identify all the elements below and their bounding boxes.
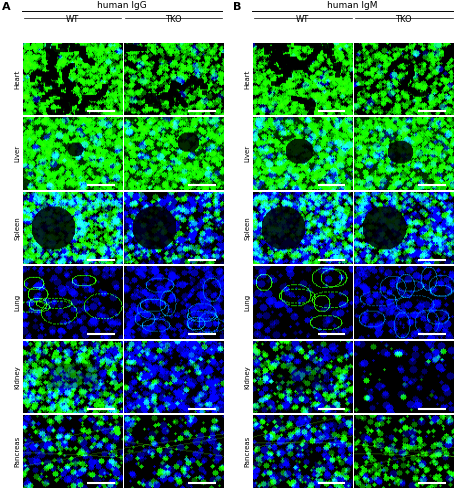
Text: Heart: Heart [245,69,251,89]
Text: human IgM: human IgM [327,1,378,10]
Text: Liver: Liver [15,145,20,162]
Text: B: B [232,2,241,12]
Text: Kidney: Kidney [15,365,20,389]
Text: TKO: TKO [395,15,412,24]
Text: WT: WT [66,15,79,24]
Text: Liver: Liver [245,145,251,162]
Text: Spleen: Spleen [15,216,20,240]
Text: Heart: Heart [15,69,20,89]
Text: Pancreas: Pancreas [245,436,251,467]
Text: A: A [2,2,11,12]
Text: Kidney: Kidney [245,365,251,389]
Text: Spleen: Spleen [245,216,251,240]
Text: TKO: TKO [165,15,182,24]
Text: Lung: Lung [245,294,251,311]
Text: human IgG: human IgG [97,1,147,10]
Text: WT: WT [296,15,309,24]
Text: Lung: Lung [15,294,20,311]
Text: Pancreas: Pancreas [15,436,20,467]
